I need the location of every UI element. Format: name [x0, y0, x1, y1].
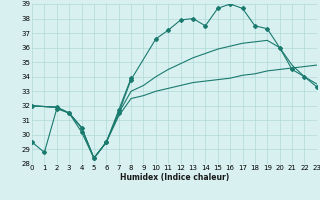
X-axis label: Humidex (Indice chaleur): Humidex (Indice chaleur) [120, 173, 229, 182]
